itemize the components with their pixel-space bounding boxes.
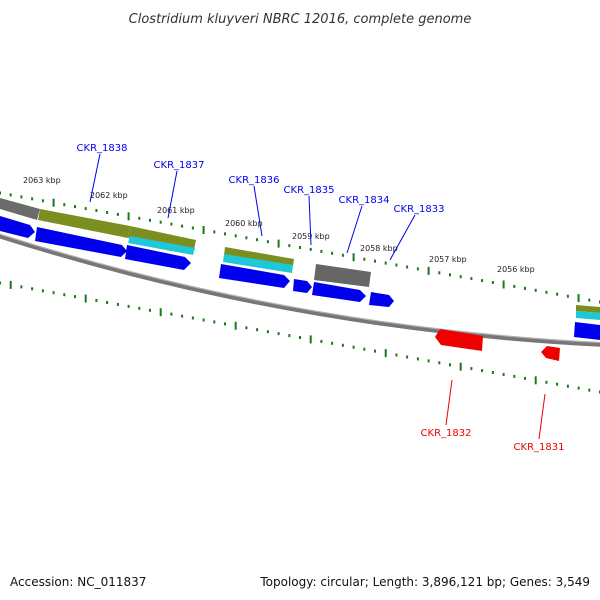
forward-gene-labels: CKR_1838 CKR_1837 CKR_1836 CKR_1835 CKR_1834…: [77, 143, 445, 261]
gene-leader-line: [253, 185, 263, 237]
inner-ruler: [0, 280, 600, 394]
forward-gene-arrow: [574, 322, 600, 340]
forward-gene-arrow: [369, 292, 394, 307]
accession-text: Accession: NC_011837: [10, 575, 146, 589]
cyan-feature: [576, 311, 600, 320]
genome-summary: Topology: circular; Length: 3,896,121 bp…: [259, 575, 590, 589]
olive-feature: [224, 247, 294, 266]
gene-leader-line: [308, 195, 312, 246]
gene-label[interactable]: CKR_1836: [229, 175, 280, 186]
gene-label[interactable]: CKR_1838: [77, 143, 128, 154]
gene-leader-line: [389, 214, 416, 261]
kbp-label: 2060 kbp: [225, 219, 263, 228]
gene-label[interactable]: CKR_1834: [339, 195, 390, 206]
olive-feature: [128, 226, 196, 250]
reverse-gene-arrow: [541, 346, 560, 361]
forward-gene-arrow: [312, 282, 366, 302]
olive-feature: [576, 305, 600, 313]
gene-label[interactable]: CKR_1832: [421, 428, 472, 439]
kbp-label: 2061 kbp: [157, 206, 195, 215]
gene-label[interactable]: CKR_1835: [284, 185, 335, 196]
gene-label[interactable]: CKR_1831: [514, 442, 565, 453]
forward-gene-arrow: [125, 245, 191, 270]
olive-feature: [38, 209, 130, 238]
forward-gene-arrow: [293, 279, 312, 293]
cyan-feature: [128, 236, 195, 255]
forward-gene-arrow: [35, 227, 127, 257]
gene-label[interactable]: CKR_1837: [154, 160, 205, 171]
reverse-gene-labels: CKR_1832 CKR_1831: [421, 379, 565, 453]
gene-leader-line: [167, 170, 178, 219]
cyan-feature: [223, 254, 293, 273]
kbp-label: 2056 kbp: [497, 265, 535, 274]
kbp-label: 2058 kbp: [360, 244, 398, 253]
map-title: Clostridium kluyveri NBRC 12016, complet…: [129, 12, 472, 27]
gene-leader-line: [89, 153, 101, 203]
gene-leader-line: [445, 379, 453, 426]
forward-gene-arrow: [0, 216, 35, 238]
genome-backbone-highlight: [0, 233, 600, 344]
gene-label[interactable]: CKR_1833: [394, 204, 445, 215]
kbp-label: 2062 kbp: [90, 191, 128, 200]
kbp-label: 2063 kbp: [23, 176, 61, 185]
reverse-genes: [435, 329, 560, 361]
forward-genes: [0, 216, 600, 340]
kbp-label: 2057 kbp: [429, 255, 467, 264]
feature-track-upper: [0, 198, 600, 320]
forward-gene-arrow: [219, 264, 290, 288]
reverse-gene-arrow: [435, 329, 483, 351]
outer-ruler: [0, 191, 600, 304]
gene-leader-line: [346, 205, 363, 254]
genome-backbone: [0, 233, 600, 347]
gene-leader-line: [538, 393, 546, 440]
gray-feature: [0, 198, 40, 220]
gray-feature: [314, 264, 371, 287]
